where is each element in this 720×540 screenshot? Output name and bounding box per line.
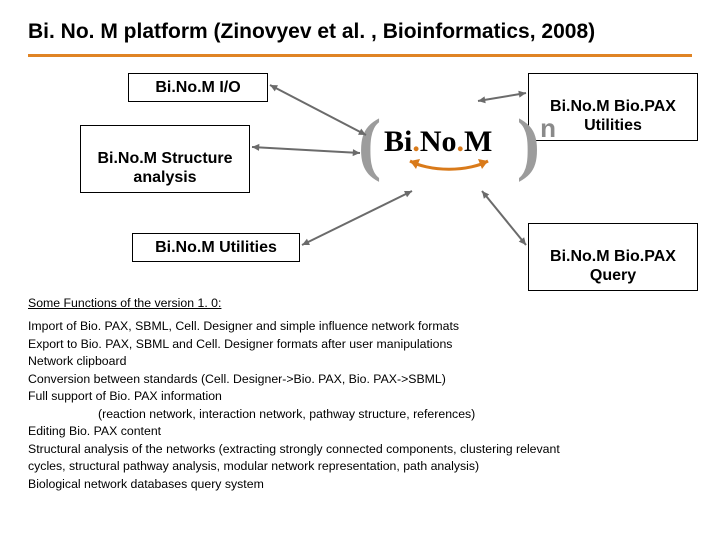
functions-line: Import of Bio. PAX, SBML, Cell. Designer… [28, 318, 692, 335]
functions-line: (reaction network, interaction network, … [28, 406, 692, 423]
module-utilities: Bi.No.M Utilities [132, 233, 300, 262]
binom-logo: ( ) n Bi.No.M [358, 113, 558, 203]
logo-text: Bi.No.M [384, 125, 492, 159]
logo-part-3: . [457, 125, 465, 158]
diagram-area: Bi.No.M I/O Bi.No.M Structure analysis B… [28, 73, 692, 293]
paren-right-icon: ) [517, 105, 540, 185]
functions-line: Full support of Bio. PAX information [28, 388, 692, 405]
module-io: Bi.No.M I/O [128, 73, 268, 102]
slide-title: Bi. No. M platform (Zinovyev et al. , Bi… [28, 20, 692, 44]
logo-part-1: . [412, 125, 420, 158]
functions-line: Export to Bio. PAX, SBML and Cell. Desig… [28, 336, 692, 353]
logo-part-2: No [420, 125, 457, 158]
functions-line: Structural analysis of the networks (ext… [28, 441, 692, 458]
title-rule [28, 54, 692, 57]
loop-arrow-icon [402, 157, 496, 187]
module-biopax-utilities-label: Bi.No.M Bio.PAX Utilities [550, 98, 676, 134]
logo-part-0: Bi [384, 125, 412, 158]
module-structure: Bi.No.M Structure analysis [80, 125, 250, 193]
module-biopax-query-label: Bi.No.M Bio.PAX Query [550, 248, 676, 284]
paren-left-icon: ( [358, 105, 381, 185]
functions-line: Biological network databases query syste… [28, 476, 692, 493]
module-utilities-label: Bi.No.M Utilities [155, 239, 277, 256]
functions-header: Some Functions of the version 1. 0: [28, 295, 692, 312]
module-structure-label: Bi.No.M Structure analysis [97, 150, 232, 186]
functions-line: Network clipboard [28, 353, 692, 370]
module-io-label: Bi.No.M I/O [155, 79, 240, 96]
functions-section: Some Functions of the version 1. 0: Impo… [28, 295, 692, 493]
logo-superscript: n [540, 113, 556, 144]
logo-part-4: M [464, 125, 492, 158]
functions-line: Editing Bio. PAX content [28, 423, 692, 440]
module-biopax-query: Bi.No.M Bio.PAX Query [528, 223, 698, 291]
functions-line: Conversion between standards (Cell. Desi… [28, 371, 692, 388]
functions-line: cycles, structural pathway analysis, mod… [28, 458, 692, 475]
